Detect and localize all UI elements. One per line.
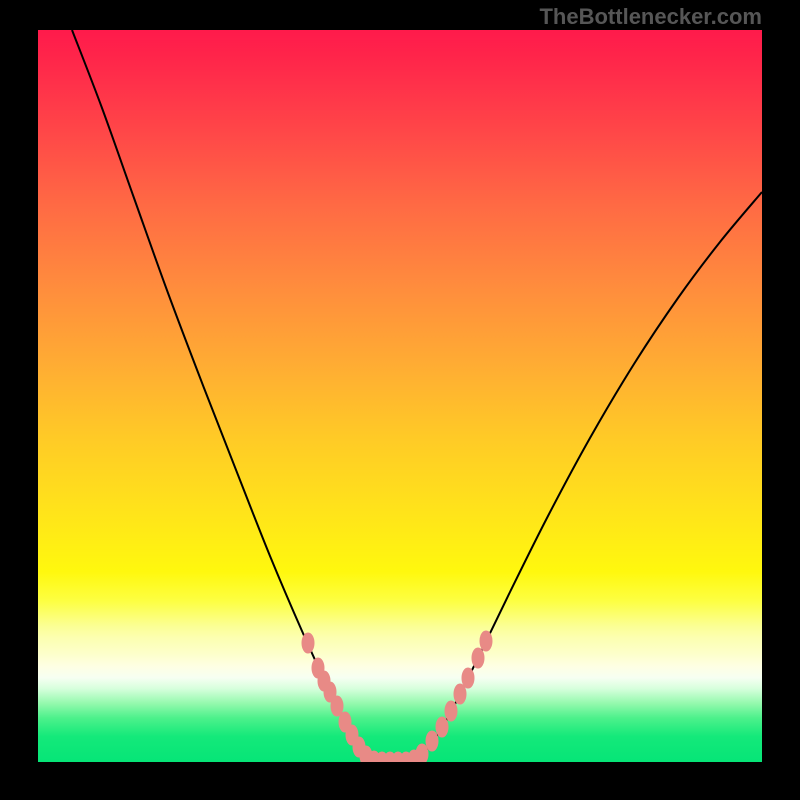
- curve-marker: [472, 648, 484, 668]
- curve-layer: [38, 30, 762, 762]
- curve-marker: [454, 684, 466, 704]
- bottleneck-curve: [72, 30, 762, 762]
- curve-marker: [426, 731, 438, 751]
- plot-area: [38, 30, 762, 762]
- curve-marker: [462, 668, 474, 688]
- curve-marker: [331, 696, 343, 716]
- curve-marker: [445, 701, 457, 721]
- curve-marker: [302, 633, 314, 653]
- chart-frame: TheBottlenecker.com: [0, 0, 800, 800]
- curve-marker: [416, 744, 428, 762]
- curve-markers: [302, 631, 492, 762]
- curve-marker: [436, 717, 448, 737]
- watermark-text: TheBottlenecker.com: [539, 4, 762, 30]
- curve-marker: [480, 631, 492, 651]
